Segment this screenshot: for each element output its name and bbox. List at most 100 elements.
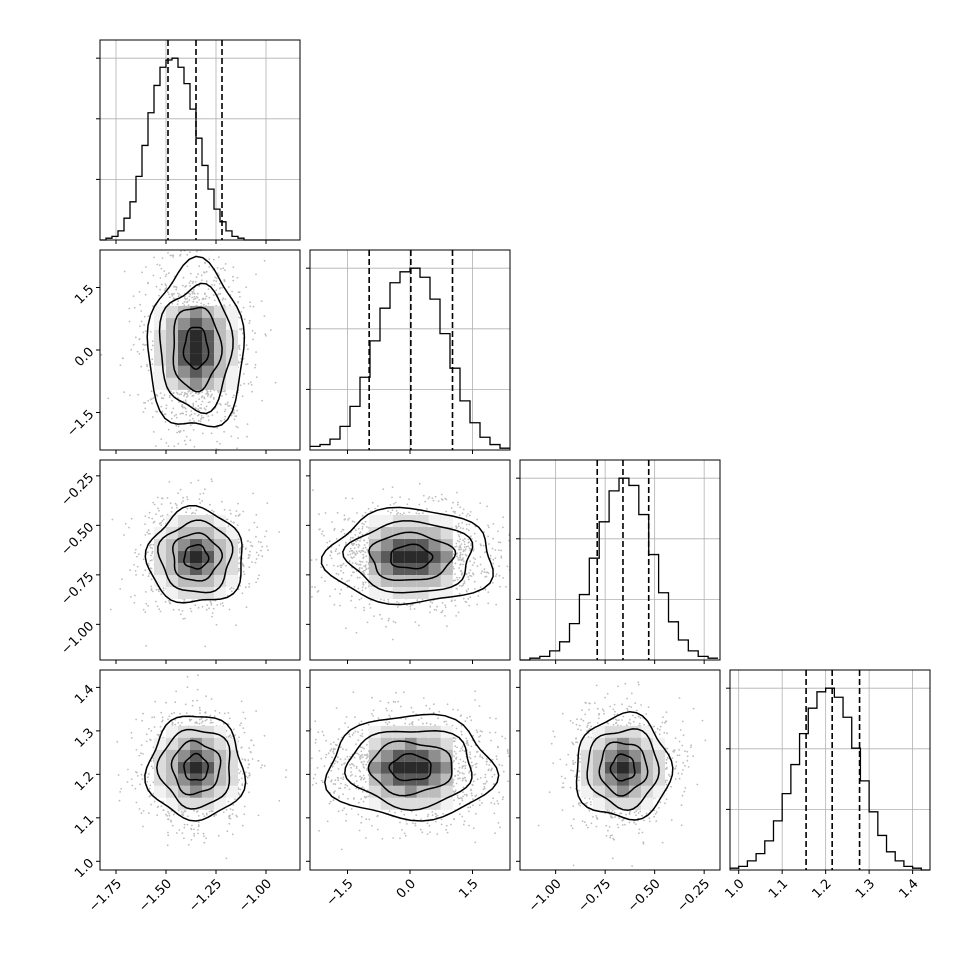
sample-point <box>248 529 251 531</box>
sample-point <box>149 546 152 549</box>
density-cell <box>416 575 429 588</box>
sample-point <box>256 526 259 529</box>
sample-point <box>243 382 246 385</box>
sample-point <box>216 389 219 392</box>
sample-point <box>182 429 185 432</box>
sample-point <box>502 577 504 579</box>
sample-point <box>463 580 466 583</box>
density-cell <box>190 329 202 342</box>
sample-point <box>169 246 171 248</box>
sample-point <box>179 430 182 432</box>
sample-point <box>263 259 266 262</box>
sample-point <box>238 551 241 554</box>
sample-point <box>175 413 178 416</box>
sample-point <box>132 343 135 346</box>
sample-point <box>326 541 329 544</box>
sample-point <box>319 528 321 530</box>
sample-point <box>460 585 463 587</box>
sample-point <box>190 482 192 484</box>
sample-point <box>201 395 204 398</box>
sample-point <box>238 569 241 572</box>
sample-point <box>192 405 195 408</box>
sample-point <box>255 376 258 379</box>
density-cell <box>166 341 178 354</box>
sample-point <box>215 623 218 626</box>
sample-point <box>178 430 180 433</box>
sample-point <box>218 712 221 714</box>
density-cell <box>178 575 190 588</box>
sample-point <box>240 311 243 313</box>
sample-point <box>254 332 256 335</box>
sample-point <box>151 552 154 555</box>
sample-point <box>516 590 518 592</box>
sample-point <box>362 556 365 558</box>
sample-point <box>237 502 239 505</box>
sample-point <box>394 501 397 504</box>
sample-point <box>149 784 152 787</box>
sample-point <box>494 575 497 577</box>
sample-point <box>349 539 352 541</box>
sample-point <box>499 541 502 544</box>
sample-point <box>494 557 497 559</box>
sample-point <box>362 553 365 556</box>
sample-point <box>267 549 269 552</box>
sample-point <box>462 584 464 586</box>
sample-point <box>461 553 464 556</box>
sample-point <box>211 414 214 416</box>
density-panel-2 <box>96 459 301 664</box>
sample-point <box>206 604 209 606</box>
sample-point <box>207 288 210 291</box>
sample-point <box>222 390 224 393</box>
sample-point <box>224 263 227 265</box>
sample-point <box>221 500 223 503</box>
sample-point <box>355 543 358 546</box>
sample-point <box>485 575 488 578</box>
sample-point <box>239 548 242 551</box>
histogram-line <box>730 687 930 871</box>
sample-point <box>348 550 351 553</box>
sample-point <box>216 427 219 429</box>
sample-point <box>176 303 179 306</box>
sample-point <box>213 284 216 286</box>
sample-point <box>161 497 163 499</box>
sample-point <box>363 565 366 568</box>
sample-point <box>144 402 147 404</box>
sample-point <box>152 757 155 760</box>
sample-point <box>155 600 157 603</box>
sample-point <box>418 602 421 605</box>
density-cell <box>226 551 238 564</box>
density-cell <box>190 377 202 390</box>
sample-point <box>180 250 183 253</box>
sample-point <box>241 557 244 560</box>
sample-point <box>476 518 479 521</box>
density-cell <box>178 317 190 330</box>
sample-point <box>248 586 251 588</box>
sample-point <box>473 588 476 590</box>
sample-point <box>128 307 131 310</box>
sample-point <box>152 793 155 795</box>
sample-point <box>363 523 365 526</box>
density-cell <box>380 587 393 600</box>
sample-point <box>203 454 205 456</box>
sample-point <box>189 452 191 454</box>
sample-point <box>444 497 447 500</box>
sample-point <box>197 408 200 411</box>
sample-point <box>479 502 482 504</box>
sample-point <box>188 390 191 392</box>
sample-point <box>158 264 161 266</box>
sample-point <box>257 577 259 580</box>
sample-point <box>387 619 390 622</box>
sample-point <box>260 549 262 552</box>
density-cell <box>166 353 178 366</box>
sample-point <box>222 297 225 300</box>
sample-point <box>144 407 147 410</box>
sample-point <box>189 285 192 287</box>
sample-point <box>194 412 196 415</box>
sample-point <box>348 579 350 582</box>
sample-point <box>144 293 147 296</box>
sample-point <box>174 502 177 505</box>
sample-point <box>469 511 472 513</box>
density-cell <box>380 527 393 540</box>
sample-point <box>335 572 338 575</box>
sample-point <box>315 558 318 561</box>
